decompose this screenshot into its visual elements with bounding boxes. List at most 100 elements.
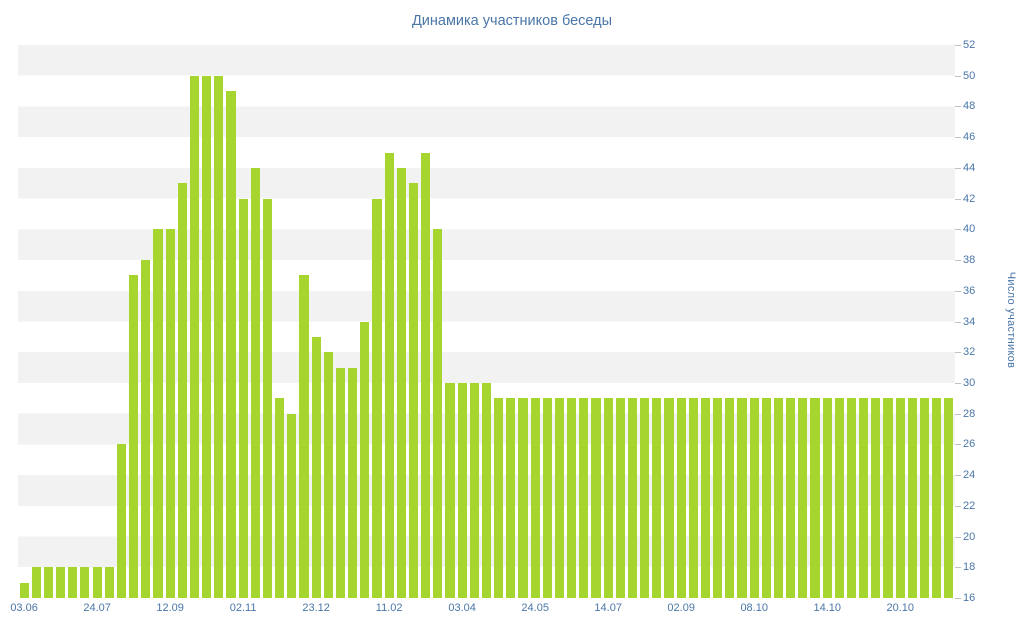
bar	[871, 398, 881, 598]
y-axis-tick	[955, 321, 961, 323]
bar	[798, 398, 808, 598]
bar	[116, 444, 126, 598]
y-axis-tick-label: 48	[963, 100, 976, 113]
y-axis-tick	[955, 598, 961, 599]
y-axis-tick	[955, 106, 961, 108]
bar	[202, 75, 212, 598]
bar	[530, 398, 540, 598]
bar	[457, 382, 467, 598]
bar	[433, 229, 443, 598]
bar	[396, 167, 406, 598]
y-axis-tick-label: 26	[963, 438, 976, 451]
bar	[299, 275, 309, 598]
y-axis-tick-label: 30	[963, 376, 976, 389]
bar	[43, 567, 53, 598]
y-axis-tick-label: 36	[963, 284, 976, 297]
bar	[238, 198, 248, 598]
x-axis-tick-label: 24.05	[521, 602, 549, 614]
bar	[944, 398, 954, 598]
bar	[859, 398, 869, 598]
y-axis-tick-label: 28	[963, 407, 976, 420]
x-axis-tick-label: 02.09	[667, 602, 695, 614]
bar	[664, 398, 674, 598]
bar	[700, 398, 711, 598]
bar	[761, 398, 771, 598]
y-axis-tick-label: 20	[963, 530, 976, 543]
x-axis-tick-label: 24.07	[83, 602, 111, 614]
bar	[494, 398, 504, 598]
bar	[177, 183, 187, 598]
bar	[481, 382, 492, 598]
x-axis-tick-label: 03.04	[448, 602, 476, 614]
y-axis-tick-label: 40	[963, 223, 976, 236]
y-axis-tick-label: 18	[963, 561, 976, 574]
bar	[773, 398, 784, 598]
y-axis-tick	[955, 290, 961, 292]
x-axis-tick-label: 02.11	[229, 602, 257, 614]
bar	[567, 398, 577, 598]
bar	[579, 398, 589, 598]
bar	[883, 398, 893, 598]
bar	[92, 567, 102, 598]
y-axis-tick-label: 34	[963, 315, 976, 328]
bar	[153, 229, 163, 598]
y-axis-tick	[955, 444, 961, 446]
bar	[141, 260, 151, 598]
bar	[554, 398, 565, 598]
y-axis-tick	[955, 382, 961, 384]
y-axis-tick	[955, 75, 961, 77]
bar	[19, 582, 29, 598]
x-axis-tick-label: 03.06	[10, 602, 38, 614]
bar	[445, 382, 455, 598]
bar	[834, 398, 844, 598]
x-axis-tick-label: 14.07	[594, 602, 622, 614]
bar	[287, 413, 297, 598]
bar	[165, 229, 175, 598]
y-axis-tick-label: 38	[963, 254, 976, 267]
bar	[919, 398, 930, 598]
y-axis-tick-label: 44	[963, 161, 976, 174]
bar	[189, 75, 200, 598]
bar	[68, 567, 78, 598]
bar	[372, 198, 382, 598]
bar	[713, 398, 723, 598]
bar	[226, 91, 236, 598]
x-axis-tick-label: 23.12	[302, 602, 330, 614]
y-axis-tick	[955, 137, 961, 139]
bar	[129, 275, 139, 598]
bar	[469, 382, 479, 598]
x-axis-tick-label: 20.10	[886, 602, 914, 614]
bar	[932, 398, 942, 598]
y-axis-tick	[955, 167, 961, 169]
bar	[688, 398, 698, 598]
bar	[749, 398, 759, 598]
y-axis-tick	[955, 229, 961, 231]
y-axis-tick	[955, 413, 961, 415]
bar	[408, 183, 419, 598]
bar	[786, 398, 796, 598]
bar	[384, 152, 394, 598]
y-axis-tick	[955, 352, 961, 354]
bar	[810, 398, 820, 598]
y-axis-tick	[955, 198, 961, 200]
x-axis-tick-label: 14.10	[813, 602, 841, 614]
bar	[542, 398, 552, 598]
bar	[421, 152, 431, 598]
y-axis-tick	[955, 475, 961, 477]
plot-area	[18, 45, 955, 598]
bar	[311, 336, 321, 598]
y-axis-tick-label: 46	[963, 131, 976, 144]
x-axis-tick-label: 11.02	[375, 602, 403, 614]
bar	[214, 75, 224, 598]
y-axis-tick-label: 50	[963, 69, 976, 82]
y-axis-tick	[955, 505, 961, 507]
bar	[846, 398, 857, 598]
bar	[737, 398, 747, 598]
y-axis-tick-label: 52	[963, 39, 976, 51]
bar	[335, 367, 346, 598]
bar	[348, 367, 358, 598]
y-axis-tick-label: 42	[963, 192, 976, 205]
bar	[80, 567, 90, 598]
bar	[591, 398, 601, 598]
